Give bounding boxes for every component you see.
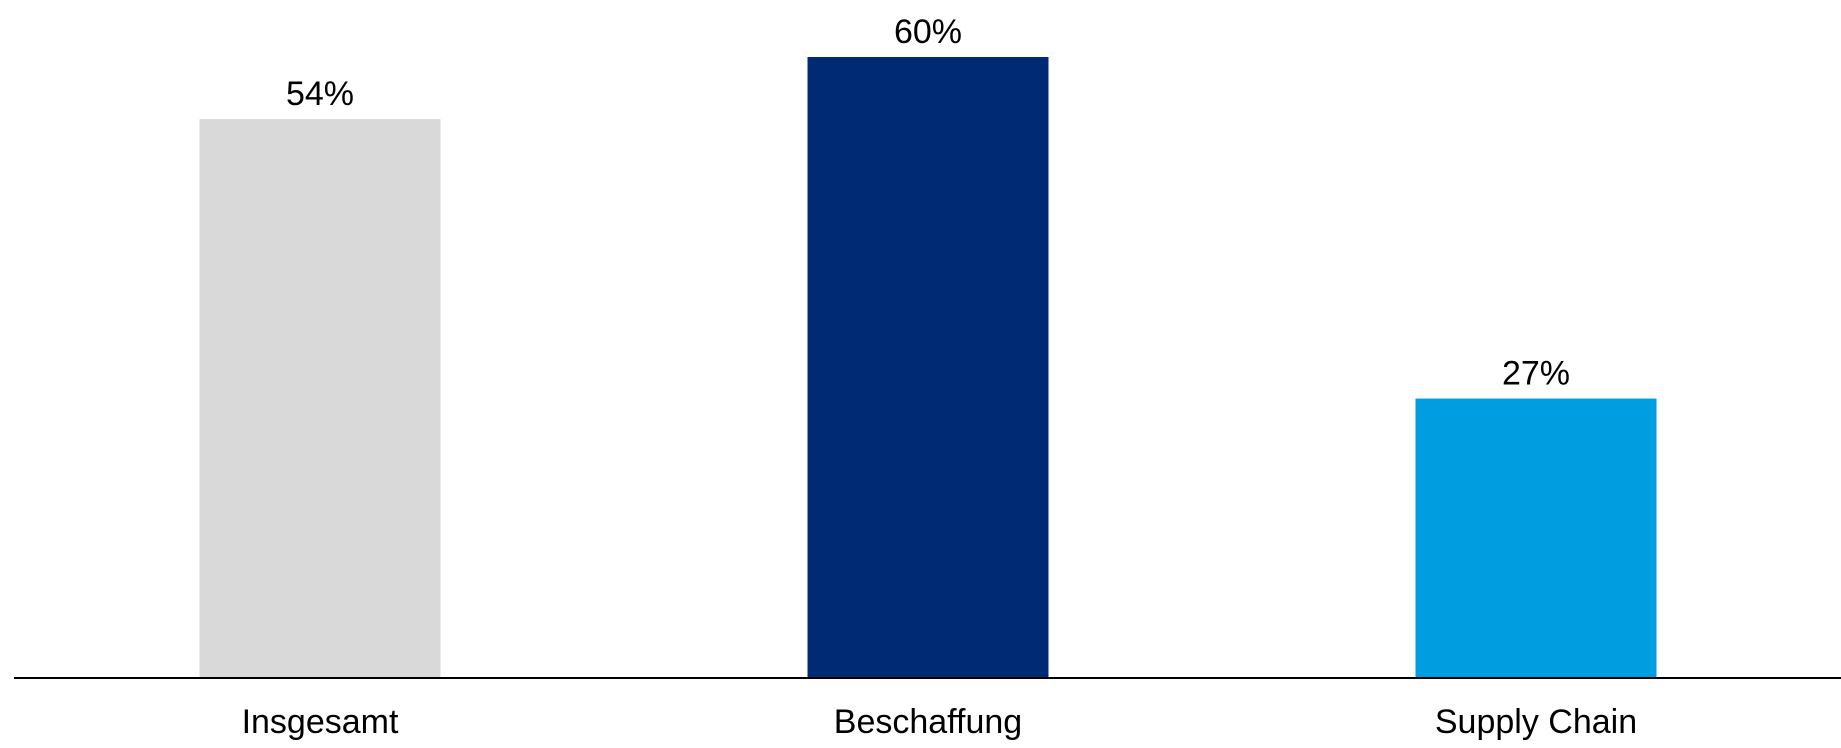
- category-labels-group: Insgesamt Beschaffung Supply Chain: [242, 703, 1638, 741]
- bar-beschaffung: [807, 57, 1049, 678]
- category-label-beschaffung: Beschaffung: [834, 703, 1022, 741]
- category-label-insgesamt: Insgesamt: [242, 703, 399, 741]
- bars-group: [199, 57, 1657, 679]
- value-labels-group: 54% 60% 27%: [286, 13, 1570, 393]
- value-label-beschaffung: 60%: [894, 13, 962, 51]
- value-label-insgesamt: 54%: [286, 75, 354, 113]
- bar-insgesamt: [199, 119, 441, 679]
- bar-supply-chain: [1415, 398, 1657, 678]
- value-label-supply-chain: 27%: [1502, 355, 1570, 393]
- category-label-supply-chain: Supply Chain: [1435, 703, 1637, 741]
